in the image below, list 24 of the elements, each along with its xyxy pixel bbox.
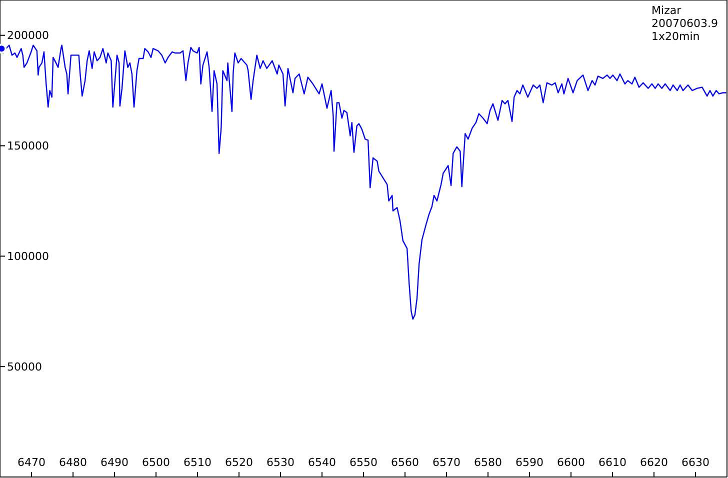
x-tick-label: 6570 [432,456,460,469]
x-tick-label: 6580 [474,456,502,469]
x-tick-label: 6600 [556,456,585,469]
x-tick-label: 6490 [100,456,129,469]
annotation: 1x20min [652,30,701,43]
y-tick-label: 100000 [7,250,49,264]
x-tick-label: 6510 [184,456,212,469]
x-tick-label: 6620 [640,456,668,469]
y-tick-label: 150000 [7,140,49,153]
x-tick-label: 6520 [225,456,254,469]
y-tick-label: 200000 [7,29,49,42]
x-tick-label: 6610 [598,456,626,469]
x-tick-label: 6540 [308,456,336,469]
x-tick-label: 6480 [59,456,88,469]
annotation: 20070603.9 [652,17,718,30]
x-tick-label: 6500 [142,456,170,469]
x-tick-label: 6550 [350,456,378,469]
x-tick-label: 6470 [18,456,46,469]
x-tick-label: 6630 [681,456,710,469]
y-tick-label: 50000 [7,360,42,374]
x-tick-label: 6560 [390,456,419,469]
annotation: Mizar [652,4,682,17]
x-tick-label: 6590 [515,456,544,469]
x-tick-label: 6530 [266,456,295,469]
